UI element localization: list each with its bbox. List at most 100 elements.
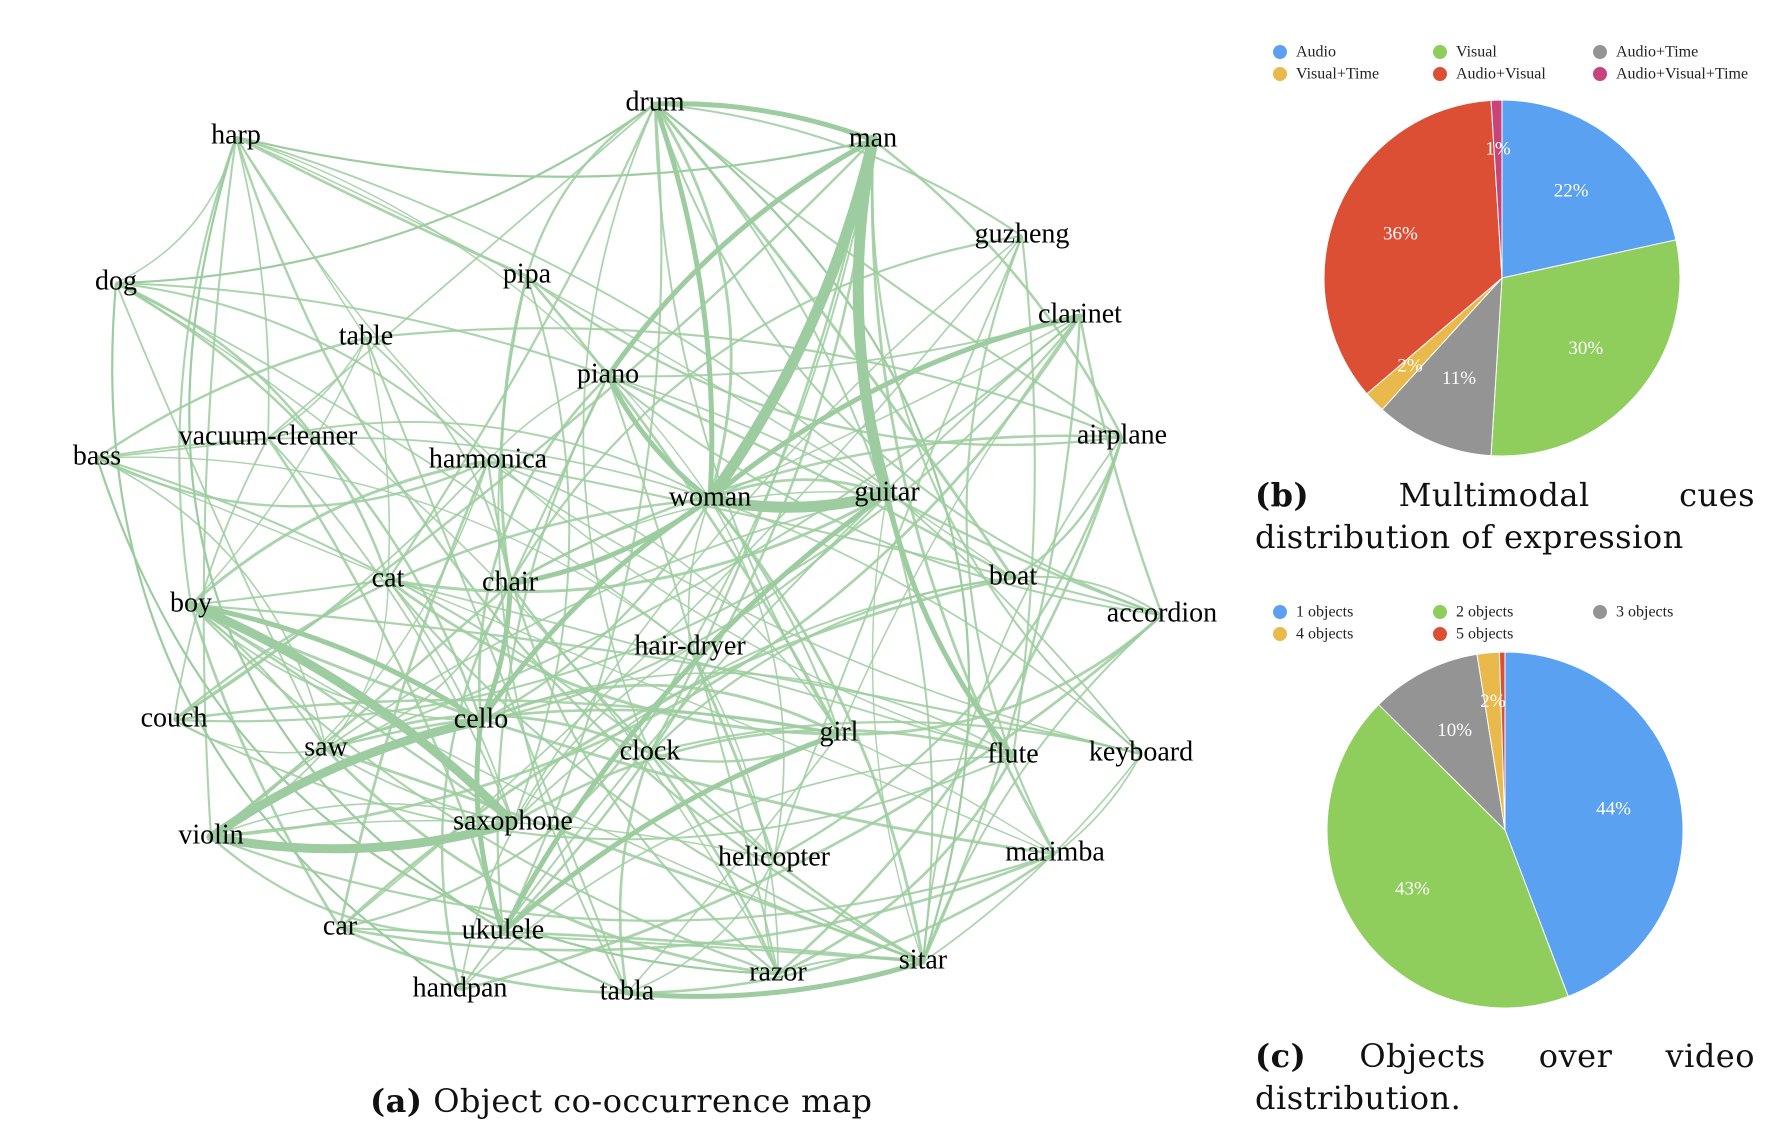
edge-clock-keyboard — [649, 720, 1142, 756]
strong-edge-man-woman — [704, 134, 879, 505]
edge-hair-dryer-car — [339, 647, 692, 930]
edge-clock-razor — [648, 752, 780, 975]
pie-chart-objects-per-video: 1 objects 2 objects 3 objects 4 objects 5 ob… — [1273, 604, 1684, 1009]
edge-helicopter-tabla — [626, 858, 775, 994]
edge-clarinet-couch — [173, 315, 1081, 723]
strong-edge-piano-woman — [605, 373, 713, 502]
edge-car-sitar — [339, 927, 924, 963]
strong-edge-cello-ukulele — [474, 718, 506, 935]
edge-airplane-razor — [777, 436, 1124, 976]
edge-cello-flute — [480, 672, 1014, 757]
pie-value-label: 11% — [1442, 368, 1476, 389]
legend-swatch — [1273, 605, 1287, 619]
node-vacuum-cleaner: vacuum-cleaner — [179, 420, 358, 451]
caption-b-text: Multimodal cues distribution of expressi… — [1255, 476, 1755, 556]
strong-edge-ukulele-girl — [500, 731, 842, 935]
pie-value-label: 44% — [1596, 798, 1631, 819]
edge-harp-woman — [235, 136, 711, 500]
edge-airplane-sitar — [922, 436, 1123, 963]
strong-edge-boy-cello — [188, 602, 484, 724]
edge-clarinet-accordion — [1078, 315, 1164, 616]
strong-edge-guitar-flute — [884, 491, 1016, 759]
edge-pipa-tabla — [497, 275, 628, 994]
node-guzheng: guzheng — [975, 218, 1070, 249]
legend-label: 3 objects — [1616, 604, 1673, 621]
edge-clock-tabla — [618, 752, 652, 994]
pie-slice-audio-time — [1381, 276, 1503, 457]
node-sitar: sitar — [899, 944, 948, 975]
edge-sitar-razor — [777, 956, 924, 975]
legend-label: 1 objects — [1296, 604, 1353, 621]
legend-swatch — [1593, 605, 1607, 619]
legend-swatch — [1433, 67, 1447, 81]
caption-a: (a) Object co-occurrence map — [370, 1080, 1030, 1122]
edge-harp-flute — [235, 136, 1014, 757]
cooccurrence-map: drum man harp guzheng dog pipa clarinet table pi… — [73, 86, 1217, 1006]
edge-man-airplane — [872, 138, 1124, 438]
legend-swatch — [1433, 45, 1447, 59]
edge-harp-tabla — [188, 136, 628, 995]
edge-harp-boy — [178, 136, 237, 606]
legend-label: 4 objects — [1296, 626, 1353, 643]
legend-swatch — [1433, 605, 1447, 619]
node-razor: razor — [749, 956, 807, 987]
pie-value-label: 2% — [1480, 691, 1506, 712]
pie-value-label: 22% — [1554, 180, 1589, 201]
edge-drum-pipa — [525, 103, 656, 277]
legend-label: Visual+Time — [1296, 66, 1379, 83]
edge-harmonica-violin — [210, 460, 489, 838]
pie-slice-2-objects — [1326, 703, 1569, 1009]
edge-chair-violin — [210, 583, 511, 838]
node-boy: boy — [170, 587, 212, 618]
edge-dog-saw — [115, 282, 327, 750]
edge-drum-ukulele — [502, 103, 663, 933]
edge-hair-dryer-handpan — [459, 647, 691, 991]
node-harmonica: harmonica — [429, 443, 548, 474]
strong-edge-violin-saxophone — [206, 818, 518, 854]
node-ukulele: ukulele — [462, 914, 544, 945]
node-guitar: guitar — [854, 476, 920, 507]
edge-clarinet-woman — [709, 315, 1081, 500]
pie-chart-multimodal-cues: Audio Visual Audio+Time Visual+Time Audio+Vi… — [1273, 44, 1748, 457]
edge-boat-saxophone — [512, 577, 1014, 824]
legend-label: Audio+Visual+Time — [1616, 66, 1748, 83]
edge-cat-saxophone — [387, 579, 514, 824]
edge-dog-cello — [115, 281, 483, 722]
edge-drum-cat — [387, 103, 657, 581]
edge-guzheng-marimba — [965, 235, 1056, 855]
strong-edge-drum-man — [652, 101, 876, 143]
legend-swatch — [1273, 627, 1287, 641]
node-clock: clock — [620, 735, 681, 766]
legend-label: Audio — [1296, 44, 1336, 61]
strong-edge-sitar-tabla — [624, 959, 926, 999]
network-graph: drum man harp guzheng dog pipa clarinet table pi… — [73, 86, 1217, 1006]
node-saw: saw — [304, 731, 348, 762]
legend-swatch — [1593, 67, 1607, 81]
edge-violin-helicopter — [210, 819, 775, 860]
edge-dog-handpan — [111, 282, 461, 991]
node-violin: violin — [178, 819, 243, 850]
edge-saw-clock — [325, 714, 651, 755]
strong-edge-violin-cello — [206, 716, 486, 842]
pie-slice-audio — [1501, 99, 1677, 279]
edge-harp-dog — [115, 136, 237, 284]
edge-piano-ukulele — [496, 375, 610, 933]
edge-guzheng-chair — [509, 234, 1023, 585]
edge-violin-marimba — [210, 835, 1056, 922]
edge-guitar-violin — [210, 493, 888, 838]
edge-bass-razor — [95, 457, 779, 976]
edge-car-tabla — [339, 926, 628, 995]
edge-harp-man — [235, 135, 874, 178]
node-woman: woman — [669, 481, 751, 512]
node-dog: dog — [95, 265, 137, 296]
edge-bass-marimba — [96, 457, 1056, 855]
node-marimba: marimba — [1005, 836, 1105, 867]
caption-c: (c) Objects over video distribution. — [1255, 1035, 1755, 1119]
pie-value-label: 30% — [1568, 338, 1603, 359]
legend-swatch — [1273, 67, 1287, 81]
node-bass: bass — [73, 440, 121, 471]
edge-clarinet-handpan — [459, 315, 1081, 991]
edge-drum-vacuum-cleaner — [267, 103, 656, 439]
edge-dog-piano — [115, 281, 609, 377]
edge-harp-vacuum-cleaner — [235, 136, 270, 439]
